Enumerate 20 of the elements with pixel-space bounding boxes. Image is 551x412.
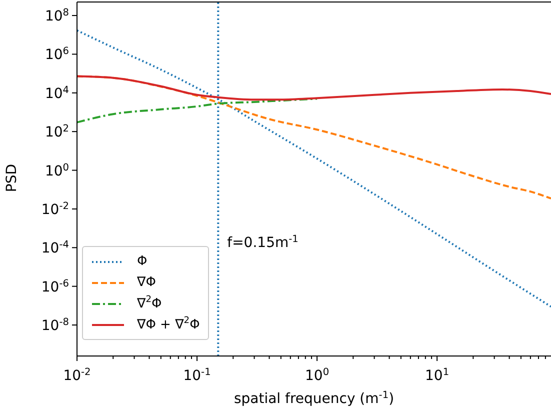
- x-tick-label: 10$^{1}$: [425, 366, 450, 384]
- y-tick-label: 10$^{-8}$: [41, 316, 69, 334]
- y-axis-title: PSD: [4, 164, 20, 192]
- x-tick-label: 10$^{-2}$: [63, 366, 91, 384]
- y-tick-label: 10$^{6}$: [44, 46, 69, 64]
- x-tick-label: 10$^{-1}$: [183, 366, 211, 384]
- legend-label: ∇Φ + ∇$^{2}$Φ: [137, 316, 200, 333]
- legend-label: ∇$^{2}$Φ: [137, 295, 162, 312]
- y-tick-label: 10$^{0}$: [44, 162, 69, 180]
- legend-label: ∇Φ: [137, 275, 156, 290]
- y-tick-label: 10$^{8}$: [44, 7, 69, 25]
- y-tick-label: 10$^{4}$: [44, 84, 69, 102]
- ref-line-label: f=0.15m$^{-1}$: [227, 234, 298, 251]
- y-tick-label: 10$^{-2}$: [41, 200, 69, 218]
- y-tick-label: 10$^{-6}$: [41, 278, 69, 296]
- legend-label: Φ: [137, 254, 148, 269]
- x-tick-label: 10$^{0}$: [305, 366, 330, 384]
- y-tick-label: 10$^{-4}$: [41, 239, 69, 257]
- x-axis-title: spatial frequency (m$^{-1}$): [234, 390, 394, 407]
- y-tick-label: 10$^{2}$: [44, 123, 69, 141]
